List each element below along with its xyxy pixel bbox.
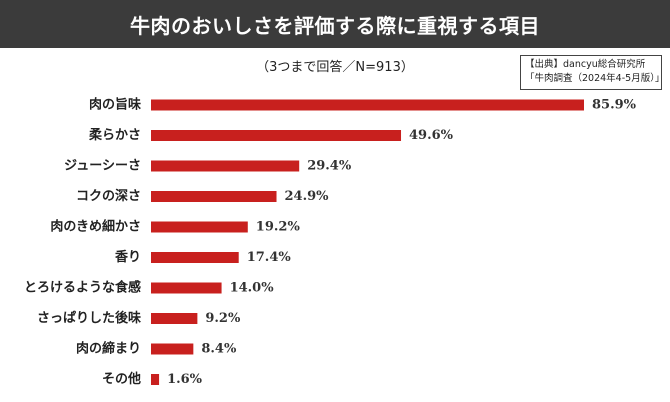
category-label: とろけるような食感: [24, 280, 141, 296]
bar: [151, 313, 198, 324]
value-label: 9.2%: [205, 311, 241, 326]
value-label: 8.4%: [201, 342, 237, 357]
chart-title: 牛肉のおいしさを評価する際に重視する項目: [130, 13, 540, 38]
bar: [151, 99, 584, 111]
chart-subtitle: （3つまで回答／N=913）: [256, 60, 414, 75]
category-label: コクの深さ: [76, 188, 141, 204]
bar: [151, 130, 402, 141]
bar: [151, 221, 248, 233]
category-label: ジューシーさ: [64, 159, 141, 174]
source-line-2: 「牛肉調査（2024年4-5月版）」: [525, 73, 665, 84]
bar: [151, 343, 194, 355]
category-label: 肉のきめ細かさ: [50, 219, 141, 235]
value-label: 29.4%: [307, 159, 352, 174]
value-labels-group: 85.9% 49.6% 29.4% 24.9% 19.2% 17.4% 14.0% 9.2% 8…: [167, 98, 637, 388]
bar: [151, 191, 277, 202]
category-labels-group: 肉の旨味柔らかさジューシーさコクの深さ肉のきめ細かさ香りとろけるような食感さっぱ…: [24, 97, 141, 388]
bar: [151, 252, 239, 263]
value-label: 49.6%: [409, 128, 454, 143]
title-bar: 牛肉のおいしさを評価する際に重視する項目: [0, 0, 670, 48]
value-label: 1.6%: [167, 372, 203, 387]
category-label: 肉の締まり: [76, 341, 141, 357]
category-label: さっぱりした後味: [37, 310, 141, 326]
category-label: 肉の旨味: [89, 97, 141, 113]
bar: [151, 160, 300, 172]
category-label: 香り: [114, 249, 141, 265]
value-label: 17.4%: [247, 250, 292, 265]
source-box: 【出典】dancyu総合研究所 「牛肉調査（2024年4-5月版）」: [520, 55, 665, 90]
value-label: 19.2%: [256, 220, 301, 235]
bar: [151, 374, 160, 385]
category-label: 柔らかさ: [88, 128, 141, 143]
source-line-1: 【出典】dancyu総合研究所: [525, 59, 646, 70]
value-label: 85.9%: [592, 98, 637, 113]
bars-group: [151, 99, 584, 385]
value-label: 24.9%: [285, 189, 330, 204]
category-label: その他: [102, 371, 141, 387]
bar: [151, 282, 222, 294]
value-label: 14.0%: [230, 281, 275, 296]
